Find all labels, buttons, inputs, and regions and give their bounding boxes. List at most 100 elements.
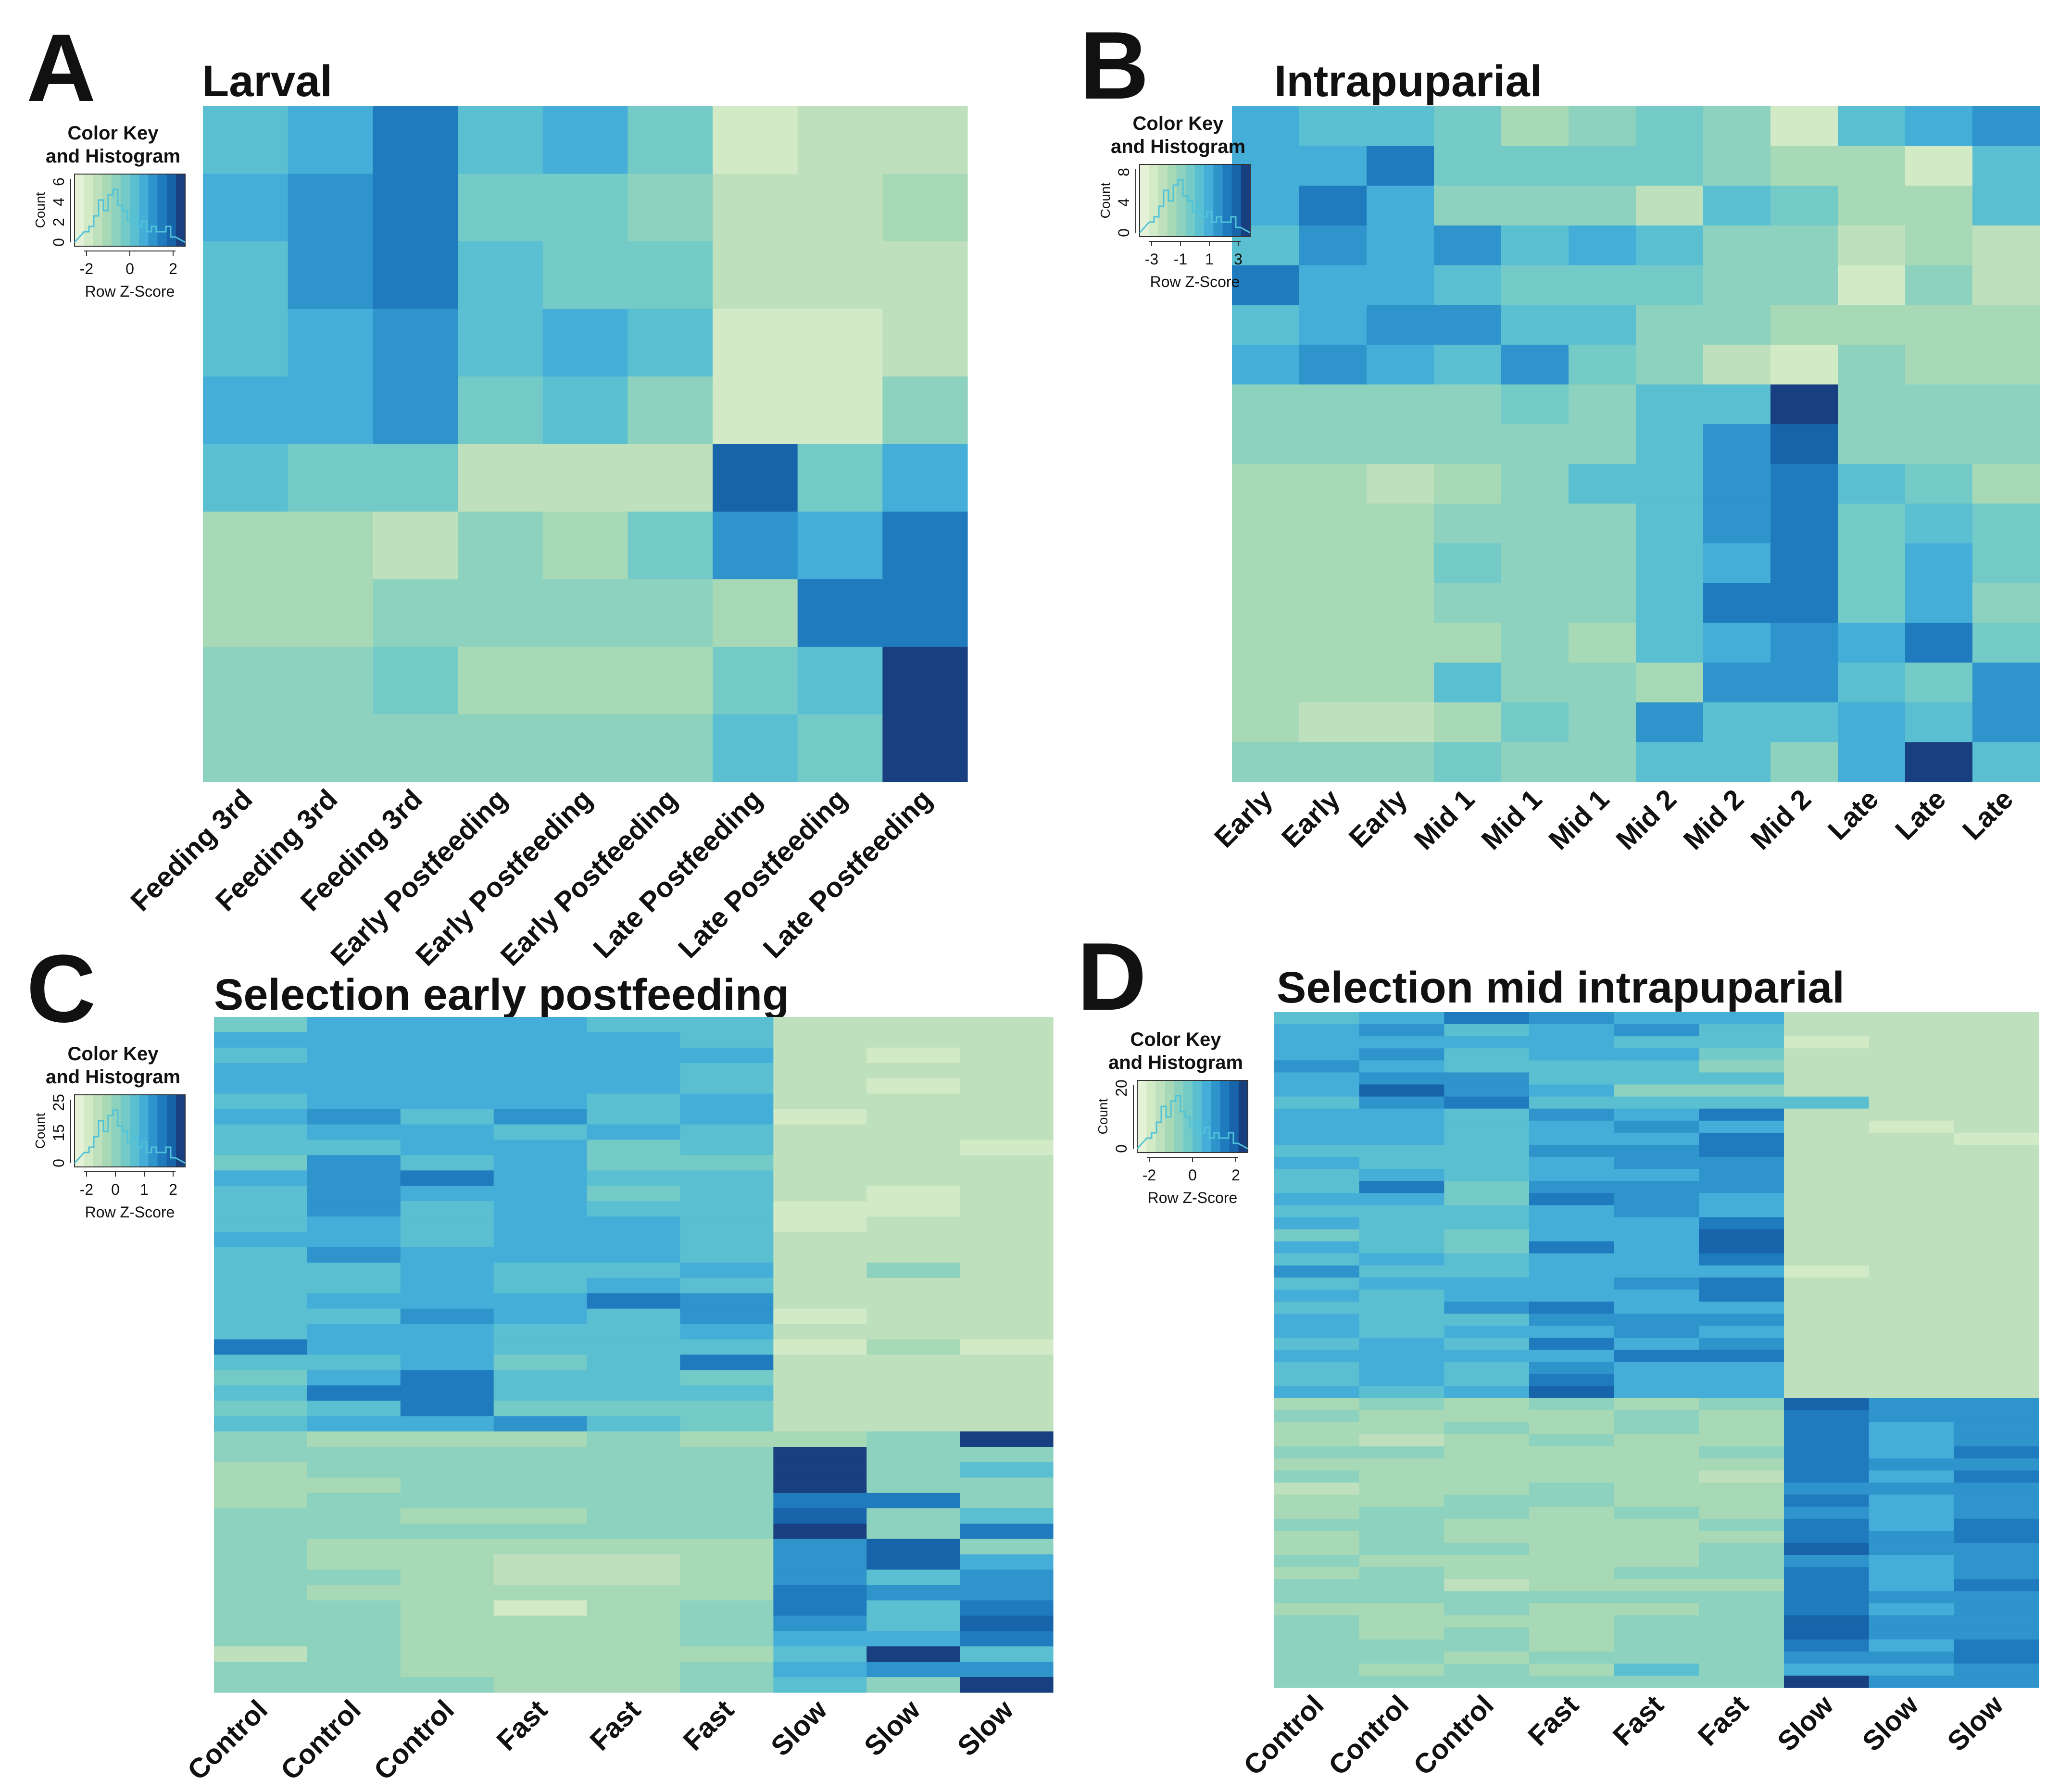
heatmap-cell — [400, 1462, 494, 1478]
heatmap-cell — [773, 1308, 867, 1325]
heatmap-cell — [960, 1032, 1054, 1048]
heatmap-cell — [1636, 623, 1704, 663]
heatmap-cell — [1699, 1555, 1784, 1567]
heatmap-cell — [882, 714, 968, 782]
heatmap-cell — [1699, 1181, 1784, 1193]
heatmap-cell — [960, 1646, 1054, 1662]
heatmap-cell — [1444, 1663, 1530, 1676]
heatmap-cell — [1359, 1603, 1444, 1616]
heatmap-cell — [1274, 1603, 1360, 1616]
heatmap-cell — [1614, 1506, 1699, 1519]
heatmap-cell — [1838, 543, 1906, 584]
heatmap-cell — [214, 1631, 308, 1647]
heatmap-cell — [1784, 1362, 1870, 1375]
color-key-swatch — [176, 1095, 186, 1167]
heatmap-cell — [680, 1063, 774, 1079]
heatmap-cell — [1954, 1253, 2039, 1266]
heatmap-cell — [307, 1508, 401, 1524]
heatmap-cell — [773, 1370, 867, 1386]
heatmap-cell — [1367, 663, 1434, 703]
heatmap-cell — [680, 1262, 774, 1278]
heatmap-cell — [1770, 464, 1838, 504]
heatmap-cell — [1954, 1060, 2039, 1073]
heatmap-cell — [587, 1339, 681, 1355]
color-key-swatch — [1158, 164, 1168, 237]
heatmap-cell — [1784, 1555, 1870, 1567]
heatmap-cell — [1699, 1060, 1784, 1073]
heatmap-cell — [1954, 1290, 2039, 1302]
heatmap-cell — [458, 174, 543, 242]
heatmap-cell — [1501, 702, 1569, 742]
heatmap-cell — [1699, 1458, 1784, 1471]
color-key-frame — [74, 1094, 186, 1167]
heatmap-cell — [1359, 1639, 1444, 1652]
heatmap-cell — [1699, 1314, 1784, 1326]
heatmap-cell — [866, 1523, 960, 1540]
heatmap-cell — [493, 1554, 588, 1570]
heatmap-cell — [1954, 1265, 2039, 1278]
heatmap-cell — [1529, 1132, 1615, 1145]
heatmap-cell — [1359, 1627, 1444, 1640]
heatmap-cell — [960, 1585, 1054, 1601]
heatmap-cell — [1954, 1338, 2039, 1351]
heatmap-cell — [1444, 1398, 1530, 1411]
heatmap-cell — [542, 106, 628, 175]
heatmap-cell — [1614, 1446, 1699, 1459]
heatmap-cell — [773, 1416, 867, 1432]
heatmap-cell — [307, 1339, 401, 1355]
heatmap-cell — [1614, 1362, 1699, 1375]
heatmap-cell — [680, 1170, 774, 1186]
color-key-count-label: Count — [1095, 1098, 1110, 1134]
color-key-x-tick: 0 — [1188, 1166, 1197, 1184]
heatmap-cell — [866, 1569, 960, 1586]
heatmap-cell — [493, 1186, 588, 1202]
heatmap-cell — [1444, 1132, 1530, 1145]
heatmap-cell — [1529, 1277, 1615, 1290]
heatmap-cell — [1784, 1048, 1870, 1061]
heatmap-cell — [1614, 1060, 1699, 1073]
heatmap-cell — [1699, 1434, 1784, 1447]
heatmap-cell — [1444, 1157, 1530, 1169]
heatmap-cell — [400, 1431, 494, 1447]
heatmap-cell — [203, 106, 289, 175]
heatmap-cell — [400, 1539, 494, 1555]
heatmap-cell — [680, 1401, 774, 1416]
heatmap-cell — [1614, 1181, 1699, 1193]
heatmap-cell — [773, 1278, 867, 1294]
heatmap-cell — [866, 1677, 960, 1693]
heatmap-cell — [1274, 1663, 1360, 1676]
heatmap-cell — [214, 1523, 308, 1540]
heatmap-cell — [307, 1262, 401, 1278]
heatmap-cell — [1444, 1338, 1530, 1351]
heatmap-cell — [1529, 1338, 1615, 1351]
heatmap-cell — [680, 1032, 774, 1048]
heatmap-cell — [493, 1017, 588, 1033]
heatmap-cell — [1784, 1615, 1870, 1628]
heatmap-cell — [882, 579, 968, 647]
heatmap-cell — [773, 1508, 867, 1524]
heatmap-cell — [1359, 1374, 1444, 1387]
heatmap-cell — [773, 1616, 867, 1631]
heatmap-cell — [493, 1262, 588, 1278]
heatmap-cell — [960, 1354, 1054, 1371]
heatmap-cell — [960, 1140, 1054, 1155]
heatmap-cell — [307, 1155, 401, 1171]
heatmap-cell — [680, 1078, 774, 1094]
heatmap-cell — [1614, 1615, 1699, 1628]
heatmap-cell — [1529, 1314, 1615, 1326]
heatmap-cell — [1434, 146, 1502, 186]
heatmap-cell — [1954, 1398, 2039, 1411]
heatmap-cell — [1869, 1229, 1954, 1242]
heatmap-cell — [1274, 1482, 1360, 1495]
heatmap-cell — [1972, 384, 2040, 425]
heatmap-cell — [587, 1262, 681, 1278]
heatmap-cell — [866, 1600, 960, 1616]
heatmap-cell — [1444, 1591, 1530, 1604]
heatmap-cell — [1869, 1518, 1954, 1531]
heatmap-cell — [1501, 742, 1569, 782]
heatmap-cell — [773, 1523, 867, 1540]
heatmap-cell — [1529, 1241, 1615, 1254]
heatmap-cell — [1444, 1169, 1530, 1181]
heatmap-cell — [493, 1124, 588, 1140]
heatmap-cell — [1784, 1458, 1870, 1471]
